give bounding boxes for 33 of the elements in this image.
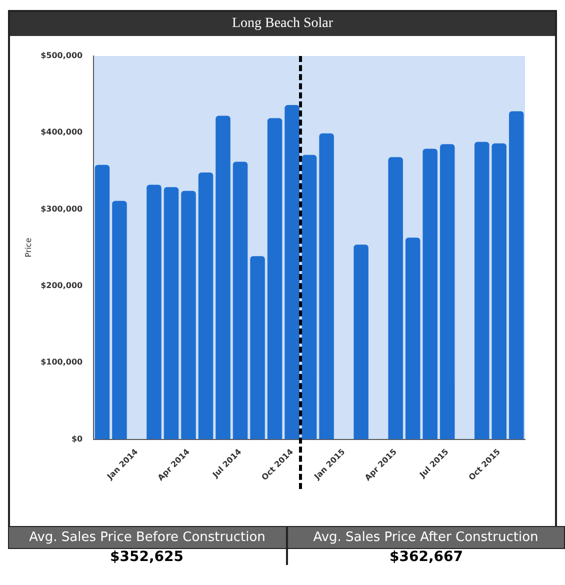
y-axis-title: Price	[24, 238, 33, 258]
y-tick-label: $0	[71, 434, 84, 444]
text: $362,667	[388, 549, 464, 565]
bar	[112, 200, 127, 440]
bar	[474, 142, 490, 440]
text: Avg. Sales Price Before Construction	[9, 527, 288, 548]
bar	[508, 111, 524, 440]
bar	[181, 190, 196, 440]
bar	[232, 162, 248, 440]
bar	[302, 154, 317, 440]
bar	[267, 118, 282, 440]
bar	[146, 184, 162, 440]
text: Avg. Sales Price After Construction	[288, 527, 564, 548]
y-tick-label: $200,000	[40, 281, 84, 290]
bar	[492, 143, 506, 440]
bar	[388, 157, 403, 440]
bar	[250, 256, 265, 440]
bar	[216, 116, 230, 440]
bar	[440, 144, 455, 440]
bar	[354, 244, 368, 440]
y-tick-label: $100,000	[40, 358, 84, 367]
text: $352,625	[8, 549, 288, 565]
bar	[319, 133, 334, 440]
bar	[405, 238, 420, 440]
y-tick-label: $500,000	[40, 51, 84, 60]
bar	[422, 148, 438, 440]
bar	[284, 105, 300, 440]
y-tick-label: $400,000	[40, 128, 84, 137]
bar	[198, 172, 214, 440]
bar	[164, 187, 179, 440]
bar	[94, 164, 110, 440]
chart-title: Long Beach Solar	[10, 12, 555, 36]
y-tick-label: $300,000	[40, 204, 84, 214]
